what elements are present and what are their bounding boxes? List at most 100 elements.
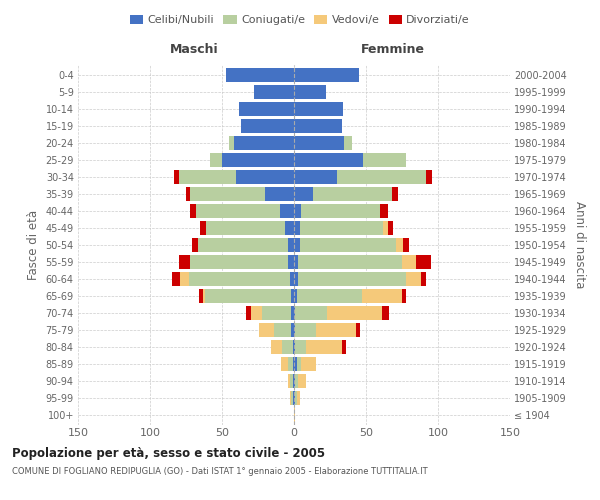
Bar — [288, 255, 294, 269]
Bar — [298, 374, 305, 388]
Bar — [197, 238, 288, 252]
Bar — [313, 188, 392, 201]
Bar — [294, 289, 297, 302]
Bar — [295, 323, 316, 336]
Bar — [402, 289, 406, 302]
Bar — [403, 238, 409, 252]
Bar — [294, 188, 313, 201]
Bar — [294, 323, 295, 336]
Bar — [190, 255, 288, 269]
Bar — [179, 170, 236, 184]
Bar — [294, 357, 297, 370]
Bar — [427, 170, 432, 184]
Bar — [286, 221, 294, 235]
Bar — [341, 340, 346, 353]
Bar — [316, 323, 356, 336]
Bar — [291, 323, 294, 336]
Bar — [291, 306, 294, 320]
Bar — [362, 289, 402, 302]
Bar — [241, 120, 294, 133]
Bar — [294, 120, 341, 133]
Bar — [205, 289, 291, 302]
Bar — [186, 188, 190, 201]
Bar — [180, 272, 189, 286]
Bar — [363, 154, 406, 167]
Bar — [388, 221, 394, 235]
Bar — [288, 357, 293, 370]
Bar — [294, 102, 343, 116]
Text: COMUNE DI FOGLIANO REDIPUGLIA (GO) - Dati ISTAT 1° gennaio 2005 - Elaborazione T: COMUNE DI FOGLIANO REDIPUGLIA (GO) - Dat… — [12, 468, 428, 476]
Bar — [383, 221, 388, 235]
Bar — [300, 238, 396, 252]
Bar — [293, 391, 294, 404]
Bar — [294, 154, 363, 167]
Bar — [290, 391, 291, 404]
Bar — [297, 357, 301, 370]
Bar — [291, 391, 293, 404]
Text: Femmine: Femmine — [361, 43, 425, 56]
Bar — [271, 340, 283, 353]
Bar — [298, 272, 406, 286]
Bar — [294, 221, 300, 235]
Bar — [295, 340, 305, 353]
Bar — [288, 374, 290, 388]
Bar — [337, 170, 427, 184]
Bar — [179, 255, 190, 269]
Bar — [294, 306, 295, 320]
Bar — [301, 357, 316, 370]
Bar — [294, 238, 300, 252]
Bar — [380, 204, 388, 218]
Bar — [294, 408, 295, 422]
Bar — [172, 272, 180, 286]
Bar — [283, 340, 293, 353]
Bar — [294, 340, 295, 353]
Bar — [290, 374, 293, 388]
Bar — [280, 204, 294, 218]
Bar — [229, 136, 233, 150]
Bar — [293, 357, 294, 370]
Bar — [294, 391, 295, 404]
Bar — [226, 68, 294, 82]
Legend: Celibi/Nubili, Coniugati/e, Vedovi/e, Divorziati/e: Celibi/Nubili, Coniugati/e, Vedovi/e, Di… — [125, 10, 475, 30]
Bar — [199, 289, 203, 302]
Bar — [300, 221, 383, 235]
Bar — [294, 170, 337, 184]
Bar — [192, 238, 197, 252]
Y-axis label: Fasce di età: Fasce di età — [27, 210, 40, 280]
Bar — [406, 272, 421, 286]
Bar — [274, 323, 291, 336]
Bar — [265, 188, 294, 201]
Bar — [344, 136, 352, 150]
Bar — [254, 86, 294, 99]
Bar — [294, 86, 326, 99]
Bar — [295, 306, 327, 320]
Bar — [382, 306, 389, 320]
Text: Popolazione per età, sesso e stato civile - 2005: Popolazione per età, sesso e stato civil… — [12, 448, 325, 460]
Bar — [295, 374, 298, 388]
Bar — [294, 255, 298, 269]
Bar — [175, 170, 179, 184]
Bar — [297, 289, 362, 302]
Bar — [189, 272, 290, 286]
Bar — [293, 374, 294, 388]
Bar — [251, 306, 262, 320]
Bar — [200, 221, 206, 235]
Bar — [294, 136, 344, 150]
Bar — [402, 255, 416, 269]
Bar — [295, 391, 297, 404]
Bar — [301, 204, 380, 218]
Bar — [416, 255, 431, 269]
Bar — [297, 391, 300, 404]
Bar — [294, 204, 301, 218]
Bar — [288, 238, 294, 252]
Bar — [291, 289, 294, 302]
Bar — [190, 188, 265, 201]
Bar — [294, 68, 359, 82]
Bar — [356, 323, 360, 336]
Bar — [293, 340, 294, 353]
Bar — [203, 289, 205, 302]
Bar — [290, 272, 294, 286]
Bar — [247, 306, 251, 320]
Bar — [233, 136, 294, 150]
Bar — [206, 221, 286, 235]
